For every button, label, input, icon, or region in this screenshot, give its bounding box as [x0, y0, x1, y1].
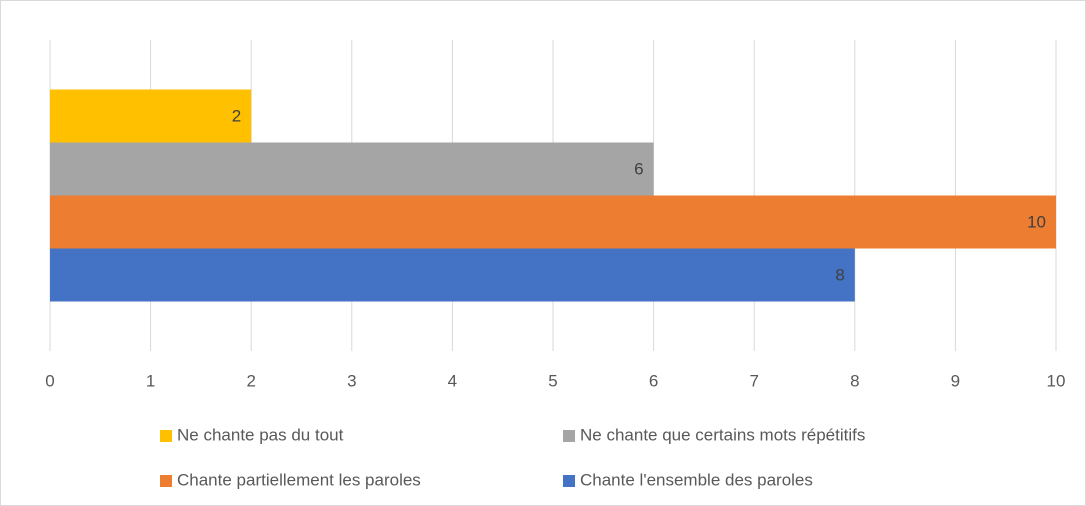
- x-tick-label: 1: [146, 371, 155, 390]
- legend-label: Ne chante que certains mots répétitifs: [580, 425, 865, 444]
- x-tick-label: 4: [448, 371, 457, 390]
- x-tick-label: 0: [45, 371, 54, 390]
- data-label: 10: [1027, 212, 1046, 231]
- data-label: 6: [634, 159, 643, 178]
- bar: [50, 248, 855, 302]
- legend-swatch: [160, 475, 172, 487]
- legend-swatch: [563, 475, 575, 487]
- legend-label: Chante partiellement les paroles: [177, 470, 421, 489]
- x-tick-label: 10: [1047, 371, 1066, 390]
- x-tick-label: 6: [649, 371, 658, 390]
- data-label: 2: [232, 106, 241, 125]
- x-tick-label: 9: [951, 371, 960, 390]
- x-tick-label: 5: [548, 371, 557, 390]
- x-tick-label: 8: [850, 371, 859, 390]
- bar: [50, 89, 252, 143]
- x-tick-label: 7: [749, 371, 758, 390]
- legend-swatch: [563, 430, 575, 442]
- bar: [50, 195, 1056, 249]
- legend-label: Ne chante pas du tout: [177, 425, 344, 444]
- legend-swatch: [160, 430, 172, 442]
- legend-label: Chante l'ensemble des paroles: [580, 470, 813, 489]
- x-tick-label: 3: [347, 371, 356, 390]
- bar: [50, 142, 654, 196]
- data-label: 8: [835, 265, 844, 284]
- x-tick-label: 2: [246, 371, 255, 390]
